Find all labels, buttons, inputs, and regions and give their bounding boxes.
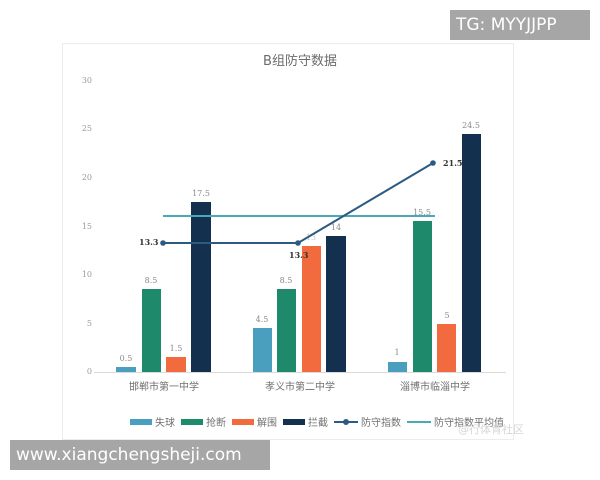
y-tick-15: 15: [81, 222, 92, 231]
legend-line-marker-icon: [334, 418, 358, 425]
y-tick-10: 10: [81, 270, 92, 279]
legend-label: 失球: [155, 418, 175, 429]
index-point-label: 13.3: [139, 237, 159, 247]
bar-qiangduan-g0: [142, 289, 161, 372]
legend-label: 抢断: [206, 418, 226, 429]
bar-qiangduan-g1: [277, 289, 296, 372]
bar-label: 8.5: [279, 276, 293, 285]
y-tick-5: 5: [86, 319, 92, 328]
legend-swatch: [130, 418, 152, 425]
weibo-watermark: @行体育社区: [458, 423, 524, 436]
index-point: [430, 160, 436, 166]
bar-label: 1.5: [169, 344, 183, 353]
chart-legend: 失球 抢断 解围 拦截 防守指数 防守指数平均值: [130, 414, 510, 429]
legend-item-landuan[interactable]: 拦截: [283, 414, 328, 429]
bar-jiewei-g2: [437, 324, 456, 372]
index-point-label: 21.5: [443, 158, 463, 168]
tag-watermark: TG: MYYJJPP: [450, 10, 590, 40]
y-tick-0: 0: [86, 367, 92, 376]
index-point-label: 13.3: [289, 250, 309, 260]
legend-line-icon: [407, 420, 431, 423]
y-tick-30: 30: [81, 76, 92, 85]
bar-label: 14: [330, 223, 342, 232]
x-label: 邯郸市第一中学: [129, 382, 199, 393]
bar-label: 8.5: [144, 276, 158, 285]
legend-label: 防守指数: [361, 418, 401, 429]
legend-item-shiqiu[interactable]: 失球: [130, 414, 175, 429]
bar-landuan-g0: [191, 202, 211, 372]
bar-label: 5: [444, 311, 450, 320]
y-tick-25: 25: [81, 124, 92, 133]
bar-label: 13: [305, 233, 317, 242]
bar-label: 17.5: [192, 189, 210, 198]
legend-label: 防守指数平均值: [434, 418, 504, 429]
legend-item-index[interactable]: 防守指数: [334, 414, 401, 429]
chart-title: B组防守数据: [263, 54, 337, 69]
legend-item-qiangduan[interactable]: 抢断: [181, 414, 226, 429]
bar-label: 4.5: [255, 315, 269, 324]
x-label: 淄博市临淄中学: [400, 382, 470, 393]
bar-qiangduan-g2: [413, 221, 432, 372]
legend-swatch: [181, 418, 203, 425]
bar-jiewei-g0: [166, 357, 186, 372]
index-line: [163, 162, 434, 244]
y-tick-20: 20: [81, 173, 92, 182]
legend-swatch: [283, 418, 305, 425]
bar-landuan-g1: [326, 236, 346, 372]
legend-swatch: [232, 418, 254, 425]
x-label: 孝义市第二中学: [265, 382, 335, 393]
legend-label: 解围: [257, 418, 277, 429]
bar-landuan-g2: [462, 134, 481, 372]
bar-shiqiu-g0: [116, 367, 136, 372]
bar-shiqiu-g1: [253, 328, 272, 372]
bar-label: 24.5: [462, 121, 480, 130]
legend-item-jiewei[interactable]: 解围: [232, 414, 277, 429]
bar-label: 0.5: [119, 354, 133, 363]
bar-jiewei-g1: [302, 246, 321, 372]
x-axis-line: [94, 372, 506, 373]
legend-label: 拦截: [308, 418, 328, 429]
bar-label: 1: [394, 348, 400, 357]
chart-frame: [62, 43, 514, 440]
bar-label: 15.5: [413, 208, 431, 217]
legend-item-avg[interactable]: 防守指数平均值: [407, 414, 504, 429]
index-point: [160, 240, 166, 246]
index-point: [295, 240, 301, 246]
bar-shiqiu-g2: [388, 362, 407, 372]
url-watermark: www.xiangchengsheji.com: [10, 440, 270, 470]
